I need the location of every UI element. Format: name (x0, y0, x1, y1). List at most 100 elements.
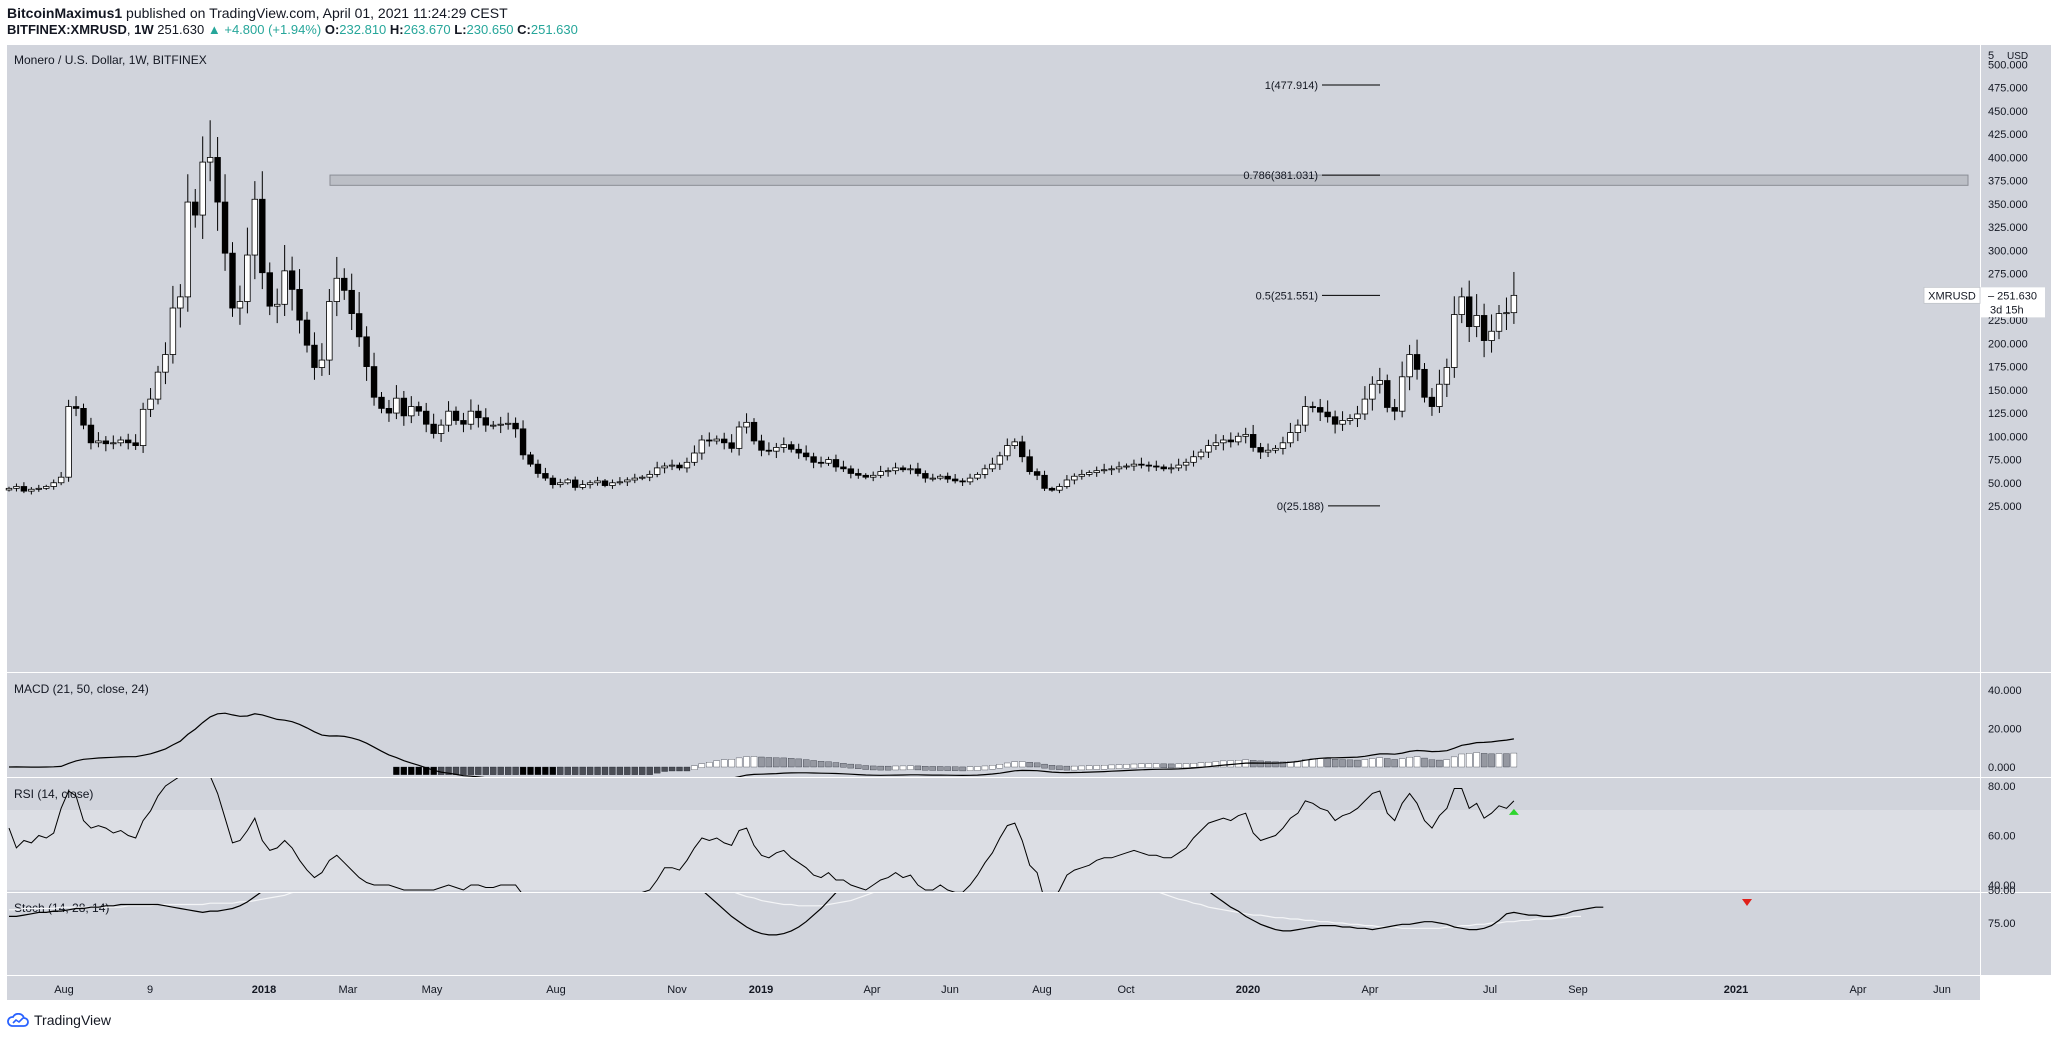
candle[interactable] (572, 476, 579, 491)
candle[interactable] (408, 396, 415, 424)
candle[interactable] (378, 391, 385, 414)
candle[interactable] (43, 484, 50, 490)
time-axis[interactable] (7, 976, 1980, 1000)
candle[interactable] (1205, 439, 1212, 458)
candle[interactable] (1078, 469, 1085, 480)
candle[interactable] (1242, 427, 1249, 444)
candle[interactable] (1391, 398, 1398, 421)
candle[interactable] (50, 479, 57, 490)
candle[interactable] (80, 403, 87, 430)
candle[interactable] (944, 472, 951, 483)
candle[interactable] (1384, 374, 1391, 413)
candle[interactable] (13, 483, 20, 492)
candle[interactable] (1302, 396, 1309, 432)
candle[interactable] (1354, 405, 1361, 428)
candle[interactable] (1466, 280, 1473, 343)
candle[interactable] (1145, 461, 1153, 472)
candle[interactable] (1138, 457, 1145, 469)
candle[interactable] (1324, 400, 1331, 423)
candle[interactable] (1212, 434, 1220, 450)
candle[interactable] (214, 136, 221, 231)
stoch-pane[interactable] (7, 893, 1980, 975)
candle[interactable] (1115, 461, 1123, 473)
candle[interactable] (1488, 314, 1495, 353)
candle[interactable] (780, 437, 787, 453)
candle[interactable] (1197, 449, 1205, 460)
candle[interactable] (795, 443, 802, 459)
candle[interactable] (683, 457, 691, 473)
candle[interactable] (65, 399, 72, 482)
symbol-tag[interactable] (1923, 286, 1981, 304)
candle[interactable] (504, 412, 512, 430)
candle[interactable] (251, 181, 259, 280)
candle[interactable] (266, 262, 273, 316)
candle[interactable] (1108, 465, 1115, 475)
candle[interactable] (1168, 463, 1175, 474)
candle[interactable] (1503, 297, 1510, 330)
candle[interactable] (929, 473, 936, 482)
candle[interactable] (147, 388, 154, 418)
candle[interactable] (296, 269, 303, 334)
candle[interactable] (758, 434, 765, 457)
candle[interactable] (1346, 414, 1354, 425)
candle[interactable] (1413, 339, 1421, 380)
candle[interactable] (989, 457, 996, 472)
candle[interactable] (1443, 358, 1451, 397)
candle[interactable] (199, 136, 206, 239)
candle[interactable] (95, 432, 102, 448)
candle[interactable] (855, 468, 862, 479)
candle[interactable] (840, 460, 847, 472)
candle[interactable] (847, 465, 855, 479)
candle[interactable] (706, 432, 713, 447)
candle[interactable] (542, 467, 549, 481)
candle[interactable] (1421, 362, 1428, 403)
candle[interactable] (922, 470, 929, 483)
candle[interactable] (579, 480, 586, 490)
candle[interactable] (594, 476, 601, 486)
candle[interactable] (743, 413, 750, 434)
candle[interactable] (907, 464, 914, 475)
candle[interactable] (1019, 435, 1026, 463)
candle[interactable] (721, 432, 728, 450)
candle[interactable] (884, 467, 892, 477)
candle[interactable] (169, 285, 177, 364)
candle[interactable] (914, 462, 922, 477)
candle[interactable] (1123, 463, 1130, 470)
candle[interactable] (966, 473, 974, 485)
candle[interactable] (1033, 468, 1041, 481)
candle[interactable] (132, 434, 139, 450)
candle[interactable] (5, 486, 13, 492)
candle[interactable] (1510, 271, 1518, 324)
candle[interactable] (586, 480, 594, 489)
candle[interactable] (735, 421, 743, 456)
candle[interactable] (184, 174, 191, 312)
candle[interactable] (639, 475, 646, 481)
candle[interactable] (117, 436, 124, 447)
candle[interactable] (497, 416, 504, 434)
candle[interactable] (1317, 398, 1324, 422)
candle[interactable] (363, 326, 370, 381)
candle[interactable] (1056, 483, 1063, 494)
candle[interactable] (1160, 464, 1167, 472)
candle[interactable] (311, 332, 318, 380)
price-axis[interactable] (1981, 45, 2051, 976)
candle[interactable] (951, 474, 959, 484)
author-name[interactable]: BitcoinMaximus1 (7, 5, 123, 21)
candle[interactable] (832, 454, 840, 472)
candle[interactable] (326, 288, 333, 375)
candle[interactable] (460, 412, 467, 433)
candle[interactable] (519, 420, 527, 460)
candle[interactable] (341, 268, 348, 300)
candle[interactable] (125, 433, 132, 450)
candle[interactable] (996, 451, 1004, 470)
candle[interactable] (1309, 401, 1316, 413)
candle[interactable] (1264, 443, 1272, 458)
candle[interactable] (475, 404, 482, 428)
candle[interactable] (713, 435, 720, 445)
candle[interactable] (1287, 422, 1294, 448)
candle[interactable] (1398, 361, 1406, 418)
candle[interactable] (557, 478, 564, 488)
candle[interactable] (1436, 369, 1443, 413)
candle[interactable] (370, 352, 378, 406)
